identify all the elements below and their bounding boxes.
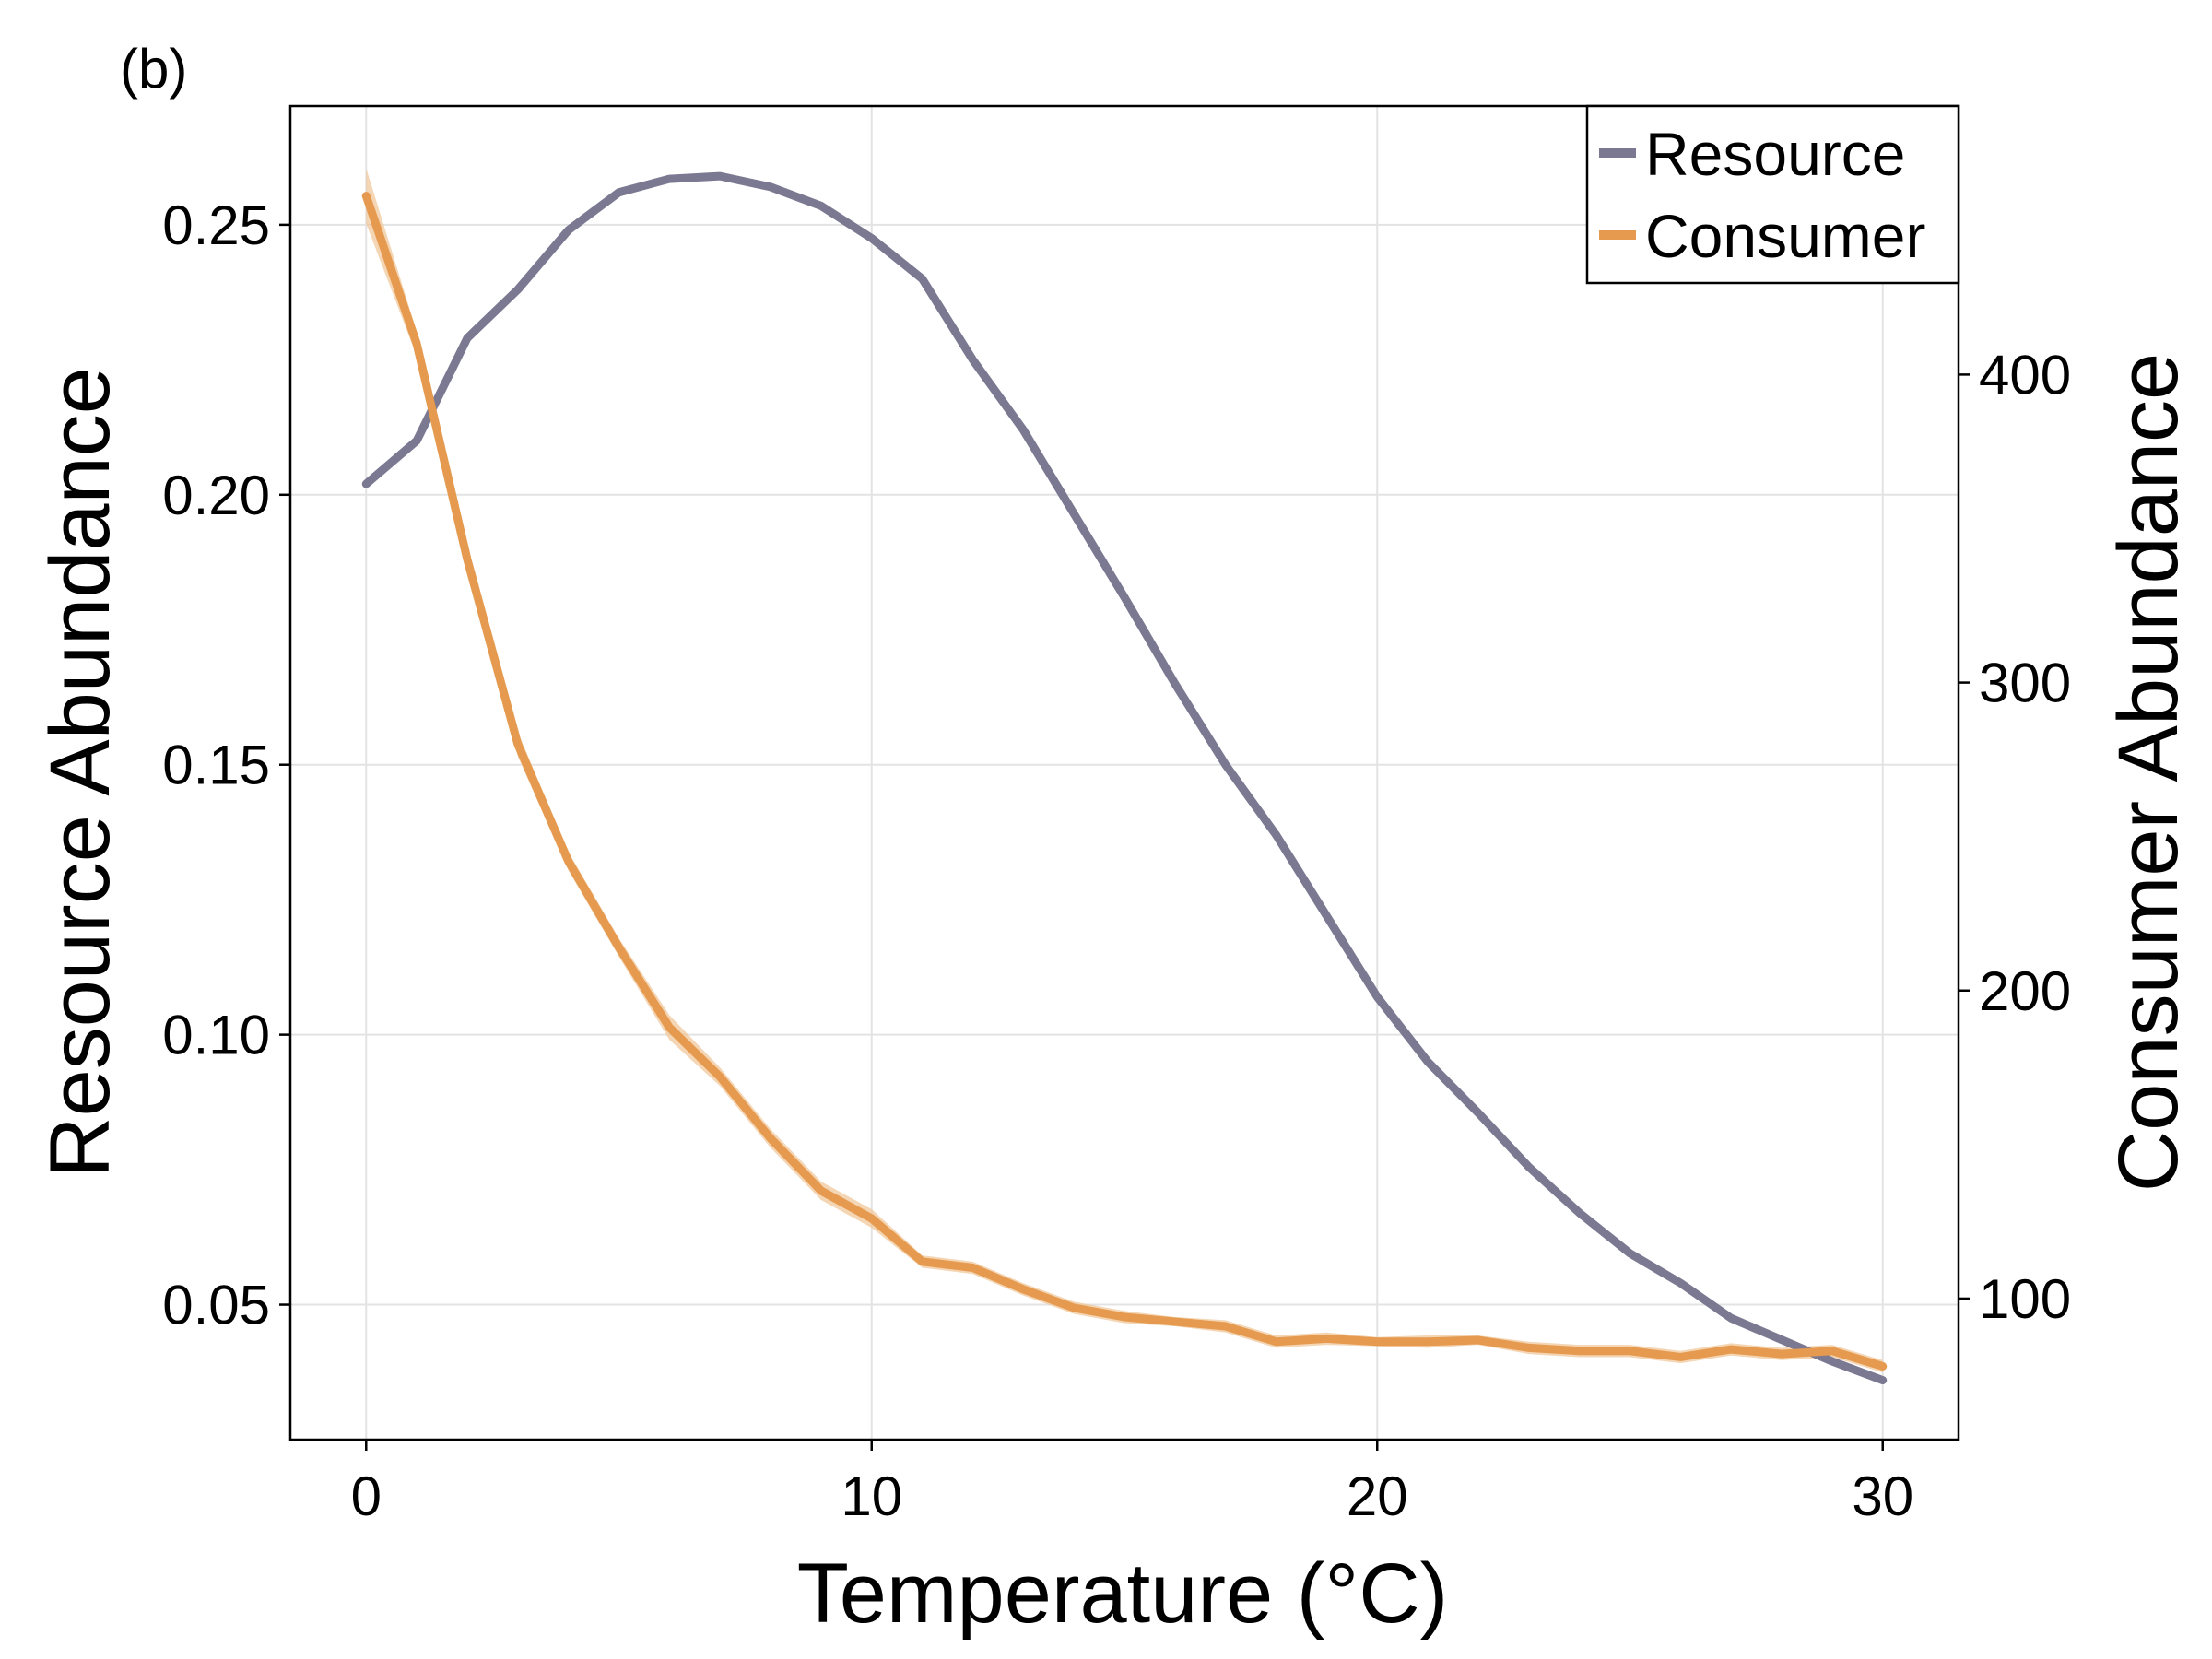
x-tick-label: 20 bbox=[1347, 1465, 1408, 1527]
y-left-tick-label: 0.25 bbox=[162, 194, 270, 256]
legend-label-resource: Resource bbox=[1645, 120, 1905, 188]
y-axis-left-title: Resource Abundance bbox=[33, 367, 127, 1178]
series-line-consumer bbox=[361, 192, 1888, 1371]
x-tick-label: 0 bbox=[351, 1465, 382, 1527]
y-axis-right: 100 200 300 400 bbox=[1959, 344, 2071, 1330]
y-left-tick-label: 0.10 bbox=[162, 1005, 270, 1066]
y-left-tick-label: 0.05 bbox=[162, 1275, 270, 1336]
grid bbox=[290, 106, 1959, 1440]
consumer-confidence-band bbox=[366, 168, 1883, 1373]
y-axis-right-title: Consumer Abundance bbox=[2101, 353, 2195, 1192]
y-left-tick-label: 0.20 bbox=[162, 465, 270, 526]
y-right-tick-label: 200 bbox=[1979, 960, 2071, 1022]
y-right-tick-label: 400 bbox=[1979, 344, 2071, 406]
plot-frame bbox=[288, 104, 1960, 1441]
x-tick-label: 30 bbox=[1852, 1465, 1913, 1527]
y-axis-left: 0.05 0.10 0.15 0.20 0.25 bbox=[162, 194, 290, 1336]
y-left-tick-label: 0.15 bbox=[162, 735, 270, 796]
x-axis: 0 10 20 30 bbox=[351, 1440, 1913, 1527]
plot-area bbox=[361, 168, 1888, 1385]
legend: Resource Consumer bbox=[1585, 104, 1960, 285]
legend-box bbox=[1585, 104, 1960, 285]
x-tick-label: 10 bbox=[841, 1465, 902, 1527]
y-right-tick-label: 300 bbox=[1979, 653, 2071, 714]
y-right-tick-label: 100 bbox=[1979, 1268, 2071, 1330]
series-line-resource bbox=[361, 171, 1888, 1385]
panel-label: (b) bbox=[120, 38, 187, 100]
x-axis-title: Temperature (°C) bbox=[797, 1547, 1449, 1641]
legend-label-consumer: Consumer bbox=[1645, 202, 1925, 270]
